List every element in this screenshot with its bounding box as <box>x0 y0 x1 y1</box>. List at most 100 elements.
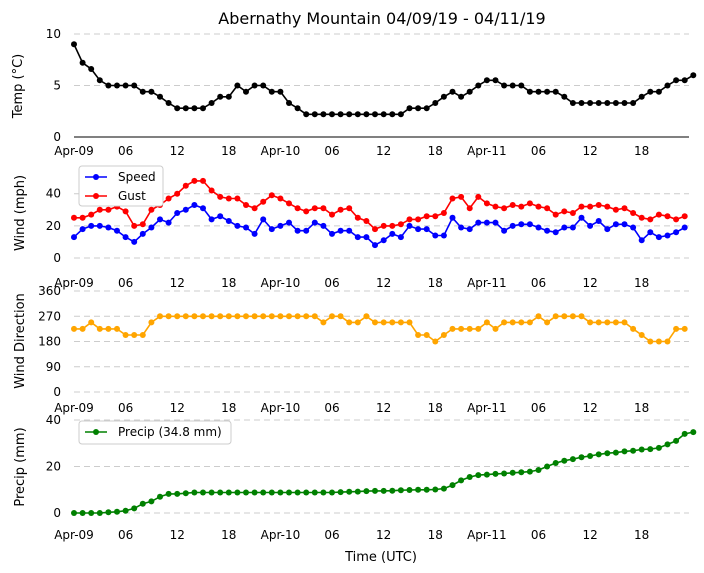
data-point <box>174 210 181 216</box>
data-point <box>595 218 602 224</box>
data-point <box>354 214 361 221</box>
data-point <box>432 100 439 106</box>
data-point <box>174 490 181 497</box>
data-point <box>535 467 542 473</box>
x-tick-label: 12 <box>376 276 391 290</box>
data-point <box>131 332 138 338</box>
data-point <box>114 325 120 332</box>
data-point <box>587 100 594 106</box>
x-tick-label: 12 <box>376 144 391 158</box>
data-point <box>208 187 215 194</box>
data-point <box>673 216 680 223</box>
x-tick-label: Apr-10 <box>261 401 301 415</box>
x-tick-label: Apr-10 <box>261 528 301 542</box>
data-point <box>277 88 284 95</box>
data-point <box>587 453 594 459</box>
data-point <box>535 224 542 231</box>
data-point <box>587 319 594 326</box>
data-point <box>234 489 241 496</box>
data-point <box>673 77 680 84</box>
data-point <box>655 88 662 95</box>
data-point <box>612 100 619 106</box>
data-point <box>561 313 568 320</box>
data-point <box>423 332 430 338</box>
data-point <box>354 488 361 495</box>
data-point <box>475 472 482 479</box>
data-point <box>165 195 172 202</box>
data-point <box>423 486 430 493</box>
data-point <box>88 211 95 218</box>
data-point <box>630 447 637 454</box>
x-tick-label: 18 <box>634 144 649 158</box>
data-point <box>458 93 465 100</box>
legend: Speed Gust <box>78 165 164 207</box>
data-point <box>105 206 112 213</box>
data-point <box>415 226 422 233</box>
y-tick-label: 270 <box>38 309 61 323</box>
data-point <box>492 325 499 332</box>
data-point <box>458 325 465 332</box>
data-point <box>501 227 508 234</box>
x-tick-label: 12 <box>582 276 597 290</box>
x-tick-label: 18 <box>221 401 236 415</box>
data-point <box>165 219 172 226</box>
data-point <box>432 486 439 493</box>
data-point <box>458 193 465 200</box>
data-point <box>535 88 542 95</box>
x-tick-label: 06 <box>324 144 339 158</box>
data-point <box>509 222 516 229</box>
data-point <box>372 319 378 326</box>
data-point <box>346 205 353 212</box>
data-point <box>638 214 645 221</box>
x-tick-label: 12 <box>170 401 185 415</box>
data-point <box>286 100 292 106</box>
y-tick-label: 40 <box>46 413 61 427</box>
y-tick-label: 360 <box>38 284 61 298</box>
data-point <box>578 100 585 106</box>
data-point <box>294 227 301 234</box>
data-point <box>225 313 232 320</box>
data-point <box>372 242 378 249</box>
data-point <box>647 446 654 453</box>
data-point <box>664 232 671 239</box>
panel-1: 0 5 10 Apr-09 06 12 18 Apr-10 06 12 18 Apr-11 06 12 18… <box>11 27 697 158</box>
data-point <box>415 105 422 112</box>
x-tick-label: 06 <box>324 528 339 542</box>
data-point <box>664 213 671 220</box>
data-point <box>208 313 215 320</box>
data-point <box>251 313 258 320</box>
data-point <box>406 105 413 112</box>
data-point <box>397 319 404 326</box>
data-point <box>432 232 439 239</box>
data-point <box>225 218 232 224</box>
data-point <box>208 100 215 106</box>
data-point <box>320 205 327 212</box>
data-point <box>311 313 318 320</box>
data-point <box>277 313 284 320</box>
data-point <box>114 508 120 515</box>
data-point <box>148 88 155 95</box>
x-tick-label: 06 <box>531 401 546 415</box>
data-point <box>483 77 490 84</box>
data-point <box>569 210 576 216</box>
data-point <box>501 82 508 89</box>
data-point <box>234 195 241 202</box>
data-point <box>552 88 559 95</box>
data-point <box>681 325 688 332</box>
data-point <box>268 313 275 320</box>
data-point <box>432 338 439 345</box>
data-point <box>96 222 103 229</box>
data-point <box>397 221 404 228</box>
data-point <box>139 88 146 95</box>
data-point <box>673 229 680 236</box>
data-point <box>243 202 249 208</box>
series-speed <box>71 202 688 249</box>
data-point <box>509 82 516 89</box>
data-point <box>329 230 335 237</box>
data-point <box>561 224 568 231</box>
x-tick-label: 06 <box>531 144 546 158</box>
data-point <box>294 105 301 112</box>
x-tick-label: Apr-09 <box>54 401 94 415</box>
data-point <box>372 226 378 233</box>
data-point <box>483 200 490 207</box>
